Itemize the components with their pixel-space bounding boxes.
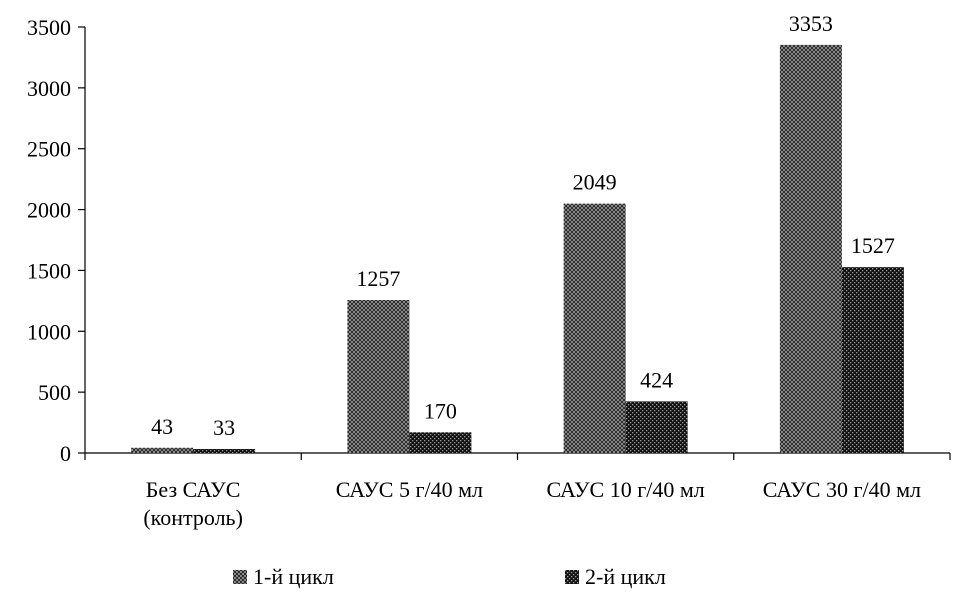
bar-1-3: [563, 203, 626, 453]
legend-label: 1-й цикл: [253, 564, 334, 589]
data-label: 1257: [356, 266, 400, 291]
data-label: 170: [424, 398, 457, 423]
data-label: 424: [640, 367, 673, 392]
bar-2-1: [193, 448, 256, 453]
legend-label: 2-й цикл: [585, 564, 666, 589]
data-label: 33: [213, 415, 235, 440]
bar-chart: 0 500 1000 1500 2000 2500 3000 3500 Без САУС (ко…: [27, 11, 951, 530]
y-tick-label: 500: [38, 380, 71, 405]
bar-2-3: [625, 401, 688, 453]
legend-item: 1-й цикл: [233, 564, 334, 590]
y-tick-label: 2000: [27, 198, 71, 223]
y-tick-label: 1500: [27, 258, 71, 283]
bar-2-4: [841, 267, 904, 453]
data-label: 3353: [789, 11, 833, 36]
x-tick-label: Без САУС (контроль): [143, 477, 243, 530]
y-tick-label: 2500: [27, 137, 71, 162]
legend-swatch: [233, 570, 247, 584]
y-tick-label: 3000: [27, 76, 71, 101]
data-labels: 43 1257 2049 3353 33 170 424 1527: [151, 11, 895, 440]
bar-1-1: [131, 447, 194, 453]
y-tick-label: 3500: [27, 15, 71, 40]
bar-1-2: [347, 300, 410, 453]
y-axis: 0 500 1000 1500 2000 2500 3000 3500: [27, 15, 86, 466]
legend: 1-й цикл 2-й цикл: [0, 560, 969, 600]
y-tick-label: 1000: [27, 319, 71, 344]
x-tick-label: САУС 10 г/40 мл: [546, 477, 704, 502]
x-tick-label: САУС 5 г/40 мл: [336, 477, 483, 502]
legend-swatch: [565, 570, 579, 584]
data-label: 43: [151, 414, 173, 439]
bar-2-2: [409, 432, 472, 453]
bars: [131, 44, 904, 453]
bar-1-4: [779, 44, 842, 453]
data-label: 1527: [851, 233, 895, 258]
x-tick-label: САУС 30 г/40 мл: [763, 477, 921, 502]
y-tick-label: 0: [60, 441, 71, 466]
data-label: 2049: [573, 170, 617, 195]
x-axis: Без САУС (контроль) САУС 5 г/40 мл САУС 10 …: [84, 452, 951, 530]
legend-item: 2-й цикл: [565, 564, 666, 590]
